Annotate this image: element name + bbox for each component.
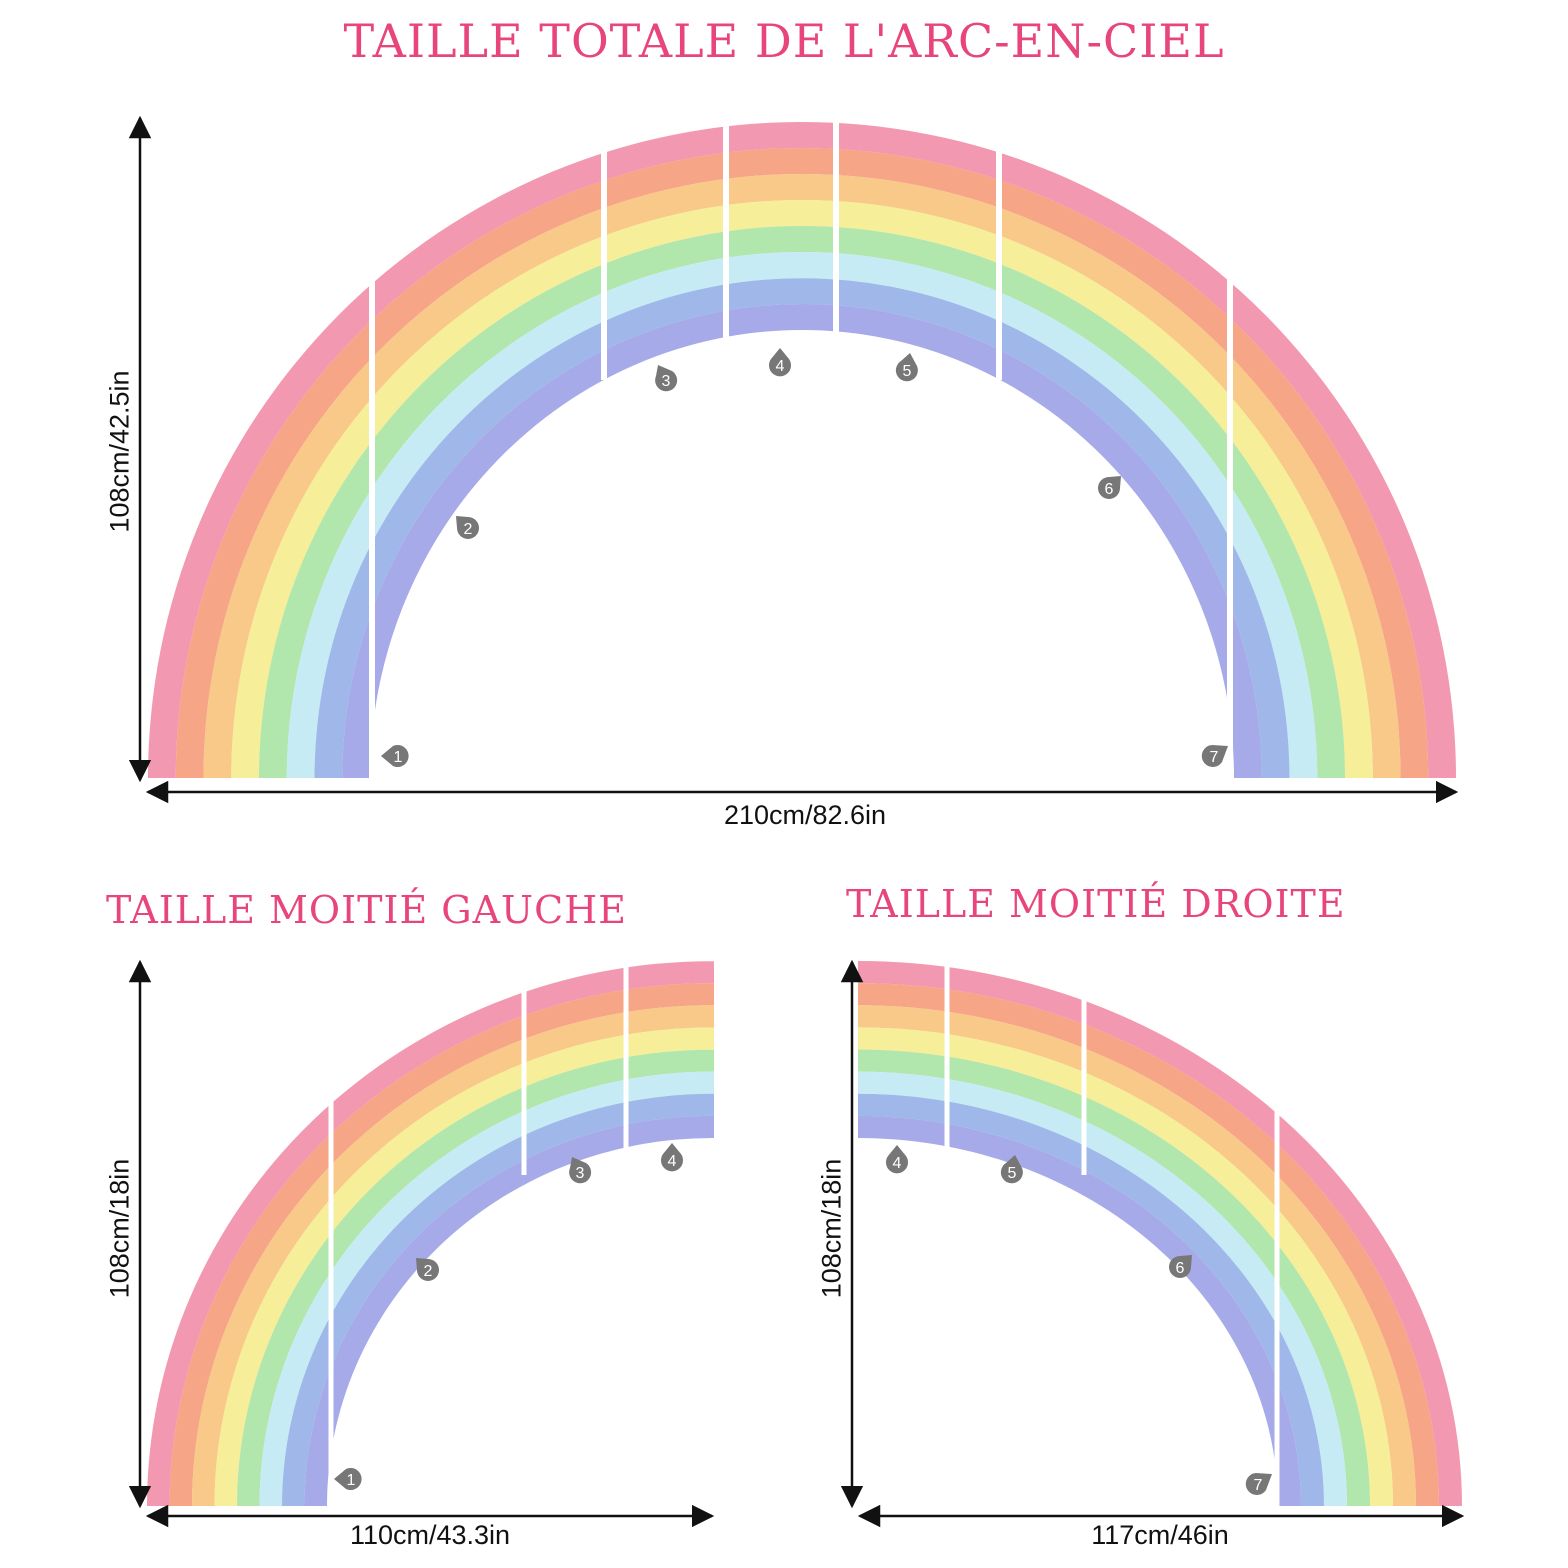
piece-marker-2: 2 <box>456 516 479 539</box>
piece-number: 5 <box>903 363 912 380</box>
piece-number: 1 <box>347 1472 356 1489</box>
right-piece-marker-7: 7 <box>1245 1473 1272 1495</box>
right-half-segment-gaps <box>944 955 1280 1510</box>
piece-number: 4 <box>668 1153 677 1170</box>
piece-marker-5: 5 <box>895 353 918 382</box>
piece-number: 5 <box>1008 1165 1017 1182</box>
right-piece-marker-5: 5 <box>1000 1155 1023 1184</box>
left-width-label: 110cm/43.3in <box>349 1520 511 1550</box>
piece-marker-1: 1 <box>381 745 409 767</box>
piece-number: 3 <box>576 1165 585 1182</box>
full-width-label: 210cm/82.6in <box>723 800 887 830</box>
full-rainbow-segment-gaps <box>369 120 1233 780</box>
piece-number: 6 <box>1105 481 1114 498</box>
piece-marker-6: 6 <box>1098 476 1121 499</box>
piece-marker-4: 4 <box>769 348 791 377</box>
right-half-title: TAILLE MOITIÉ DROITE <box>846 882 1346 926</box>
piece-number: 2 <box>464 521 473 538</box>
piece-number: 4 <box>776 358 785 375</box>
piece-number: 3 <box>662 373 671 390</box>
left-half-title: TAILLE MOITIÉ GAUCHE <box>106 888 628 932</box>
main-title: TAILLE TOTALE DE L'ARC-EN-CIEL <box>343 14 1225 68</box>
left-half-segment-gaps <box>328 955 629 1510</box>
right-piece-marker-4: 4 <box>886 1145 908 1174</box>
piece-number: 7 <box>1254 1477 1263 1494</box>
piece-number: 2 <box>424 1263 433 1280</box>
left-piece-marker-1: 1 <box>334 1468 362 1490</box>
piece-number: 1 <box>394 749 403 766</box>
right-width-label: 117cm/46in <box>1091 1520 1229 1550</box>
piece-marker-7: 7 <box>1201 745 1228 767</box>
full-rainbow <box>148 122 1456 779</box>
piece-marker-3: 3 <box>655 365 678 392</box>
piece-number: 4 <box>893 1155 902 1172</box>
right-height-label: 108cm/18in <box>816 1158 847 1299</box>
right-piece-marker-6: 6 <box>1169 1255 1192 1278</box>
full-height-label: 108cm/42.5in <box>104 370 135 533</box>
left-height-label: 108cm/18in <box>104 1158 135 1299</box>
left-piece-marker-3: 3 <box>569 1157 592 1184</box>
piece-number: 7 <box>1210 749 1219 766</box>
piece-number: 6 <box>1176 1260 1185 1277</box>
left-piece-marker-4: 4 <box>661 1143 683 1172</box>
left-piece-marker-2: 2 <box>416 1258 439 1281</box>
